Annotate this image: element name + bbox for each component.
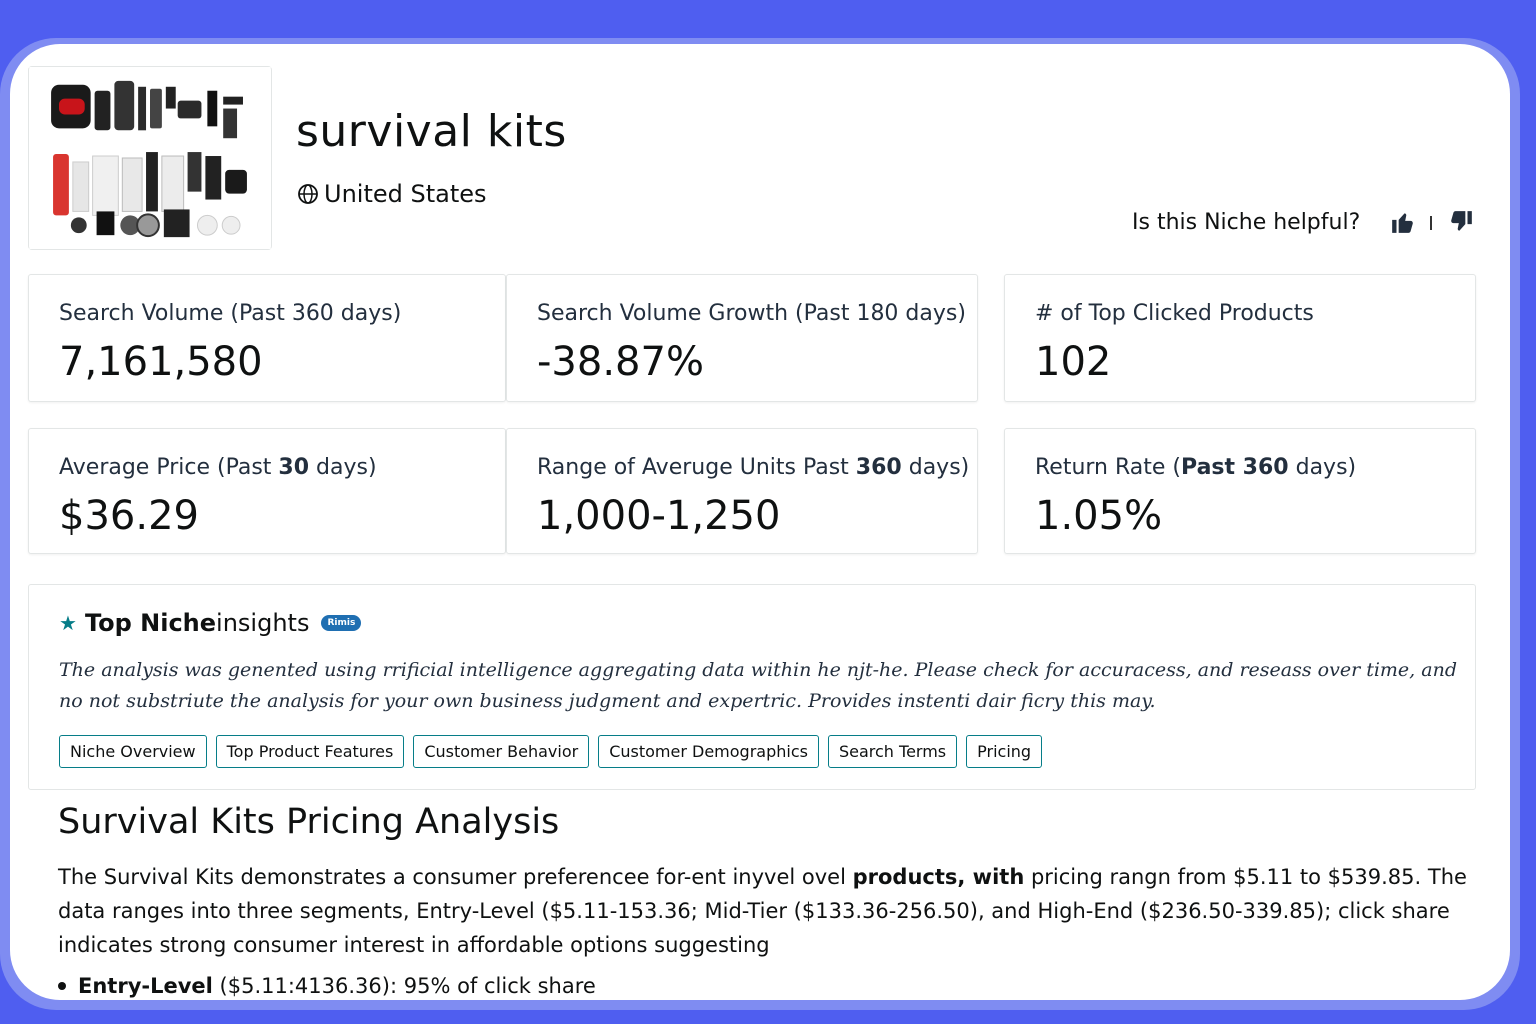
metric-units-range: Range of Averuge Units Past 360 days) 1,…: [506, 428, 978, 554]
insight-tabs: Niche Overview Top Product Features Cust…: [59, 735, 1043, 768]
metric-value: 1.05%: [1035, 493, 1163, 539]
divider: [1430, 216, 1432, 230]
list-item: Entry-Level ($5.11:4136.36): 95% of clic…: [58, 974, 596, 998]
product-image: [28, 66, 272, 250]
thumbs-down-icon[interactable]: [1448, 208, 1474, 236]
tab-pricing[interactable]: Pricing: [966, 735, 1043, 768]
metric-label: Search Volume (Past 360 days): [59, 301, 402, 326]
tab-customer-demographics[interactable]: Customer Demographics: [598, 735, 819, 768]
country-name: United States: [324, 180, 487, 208]
analysis-body: The Survival Kits demonstrates a consume…: [58, 865, 1467, 957]
insights-badge: Rimis: [321, 615, 362, 631]
metric-return-rate: Return Rate (Past 360 days) 1.05%: [1004, 428, 1476, 554]
metric-value: $36.29: [59, 493, 199, 539]
metric-search-volume: Search Volume (Past 360 days) 7,161,580: [28, 274, 506, 402]
metric-label: Return Rate (Past 360 days): [1035, 455, 1357, 480]
metric-search-volume-growth: Search Volume Growth (Past 180 days) -38…: [506, 274, 978, 402]
thumbs-up-icon[interactable]: [1390, 208, 1416, 236]
bullet-dot: [58, 982, 66, 990]
metric-label: Search Volume Growth (Past 180 days): [537, 301, 966, 326]
metric-top-clicked-products: # of Top Clicked Products 102: [1004, 274, 1476, 402]
tab-search-terms[interactable]: Search Terms: [827, 735, 958, 768]
metric-value: -38.87%: [537, 339, 704, 385]
country-label: United States: [296, 180, 487, 208]
metric-label: Range of Averuge Units Past 360 days): [537, 455, 970, 480]
tab-customer-behavior[interactable]: Customer Behavior: [413, 735, 590, 768]
metric-value: 7,161,580: [59, 339, 263, 385]
metric-value: 1,000-1,250: [537, 493, 781, 539]
metric-average-price: Average Price (Past 30 days) $36.29: [28, 428, 506, 554]
ai-disclaimer: The analysis was genented using rrificia…: [59, 659, 1457, 712]
analysis-title: Survival Kits Pricing Analysis: [58, 802, 560, 842]
metric-label: # of Top Clicked Products: [1035, 301, 1314, 326]
metric-value: 102: [1035, 339, 1112, 385]
globe-icon: [298, 184, 318, 204]
tab-top-product-features[interactable]: Top Product Features: [215, 735, 405, 768]
niche-card: survival kits United States Is this Nich…: [10, 44, 1510, 1000]
bullet-text: Entry-Level ($5.11:4136.36): 95% of clic…: [78, 974, 596, 998]
metric-label: Average Price (Past 30 days): [59, 455, 377, 480]
insights-title: Top Nicheinsights: [84, 609, 310, 637]
insights-header: ★ Top Nicheinsights Rimis: [59, 609, 362, 637]
niche-title: survival kits: [296, 106, 567, 157]
insights-panel: ★ Top Nicheinsights Rimis The analysis w…: [28, 584, 1476, 790]
helpful-prompt: Is this Niche helpful?: [1132, 210, 1361, 235]
tab-niche-overview[interactable]: Niche Overview: [59, 735, 207, 768]
star-icon: ★: [59, 611, 77, 635]
